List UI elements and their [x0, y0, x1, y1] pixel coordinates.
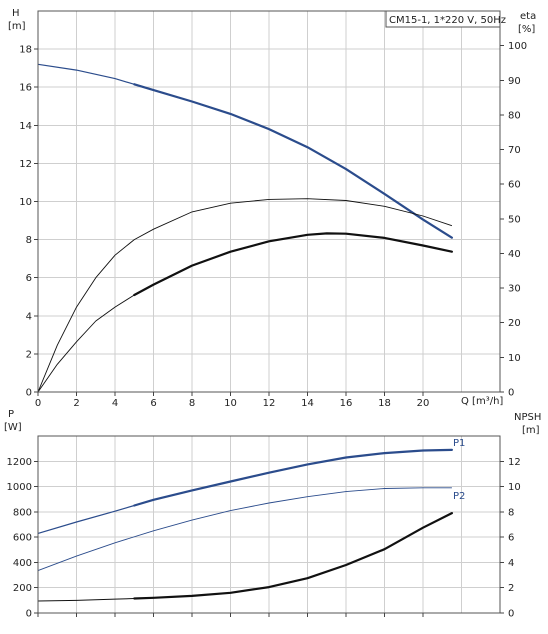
left-tick-label: 0	[26, 609, 32, 620]
right-tick-label: 60	[508, 180, 521, 191]
right-tick-label: 4	[508, 558, 514, 569]
left-tick-label: 8	[26, 235, 32, 246]
right-tick-label: 0	[508, 609, 514, 620]
right-tick-label: 70	[508, 145, 521, 156]
eta-hydr-curve-operating	[133, 232, 453, 297]
h-curve	[37, 63, 135, 85]
h-axis-title: H	[12, 8, 20, 19]
right-tick-label: 0	[508, 388, 514, 399]
x-tick-label: 14	[301, 398, 314, 409]
legend-box: CM15-1, 1*220 V, 50Hz	[385, 10, 506, 28]
right-tick-label: 20	[508, 318, 521, 329]
x-tick-label: 2	[73, 398, 79, 409]
p1-label: P1	[453, 438, 465, 449]
x-tick-label: 16	[340, 398, 353, 409]
left-tick-label: 0	[26, 388, 32, 399]
npsh-curve-operating	[133, 512, 453, 600]
left-tick-label: 400	[13, 558, 32, 569]
left-tick-label: 800	[13, 507, 32, 518]
eta-total-curve	[37, 198, 453, 393]
right-tick-label: 100	[508, 41, 527, 52]
p1-curve-operating	[133, 448, 453, 507]
npsh-axis-title: NPSH	[514, 412, 541, 423]
right-tick-label: 30	[508, 284, 521, 295]
p-axis-unit: [W]	[4, 422, 22, 433]
p-axis-title: P	[8, 409, 14, 420]
right-tick-label: 90	[508, 76, 521, 87]
npsh-axis-unit: [m]	[522, 425, 540, 436]
x-tick-label: 10	[224, 398, 237, 409]
left-tick-label: 600	[13, 533, 32, 544]
p2-curve	[37, 487, 452, 572]
x-tick-label: 20	[417, 398, 430, 409]
curve-layer	[37, 63, 453, 602]
p1-curve	[37, 504, 135, 534]
x-tick-label: 12	[263, 398, 276, 409]
right-tick-label: 80	[508, 110, 521, 121]
left-tick-label: 12	[19, 159, 32, 170]
eta-hydr-curve	[37, 294, 135, 393]
h-axis-unit: [m]	[8, 21, 26, 32]
right-tick-label: 40	[508, 249, 521, 260]
q-axis-label: Q [m³/h]	[461, 396, 503, 407]
left-tick-label: 1000	[7, 482, 32, 493]
eta-axis-title: eta	[520, 11, 536, 22]
legend-text: CM15-1, 1*220 V, 50Hz	[389, 15, 506, 26]
left-tick-label: 6	[26, 273, 32, 284]
h-curve-operating	[133, 83, 453, 239]
right-tick-label: 8	[508, 507, 514, 518]
x-tick-label: 6	[150, 398, 156, 409]
eta-axis-unit: [%]	[518, 24, 535, 35]
x-tick-label: 4	[112, 398, 118, 409]
left-tick-label: 18	[19, 45, 32, 56]
left-tick-label: 14	[19, 121, 32, 132]
x-tick-label: 0	[35, 398, 41, 409]
left-tick-label: 16	[19, 83, 32, 94]
left-tick-label: 10	[19, 197, 32, 208]
left-tick-label: 200	[13, 583, 32, 594]
x-tick-label: 8	[189, 398, 195, 409]
right-tick-label: 6	[508, 533, 514, 544]
left-tick-label: 1200	[7, 457, 32, 468]
p2-label: P2	[453, 491, 465, 502]
right-tick-label: 12	[508, 457, 521, 468]
axis-layer: 0246810121416180102030405060708090100020…	[7, 10, 527, 620]
left-tick-label: 2	[26, 349, 32, 360]
right-tick-label: 10	[508, 353, 521, 364]
npsh-curve	[37, 598, 135, 602]
x-tick-label: 18	[378, 398, 391, 409]
left-tick-label: 4	[26, 311, 32, 322]
right-tick-label: 10	[508, 482, 521, 493]
right-tick-label: 2	[508, 583, 514, 594]
right-tick-label: 50	[508, 214, 521, 225]
